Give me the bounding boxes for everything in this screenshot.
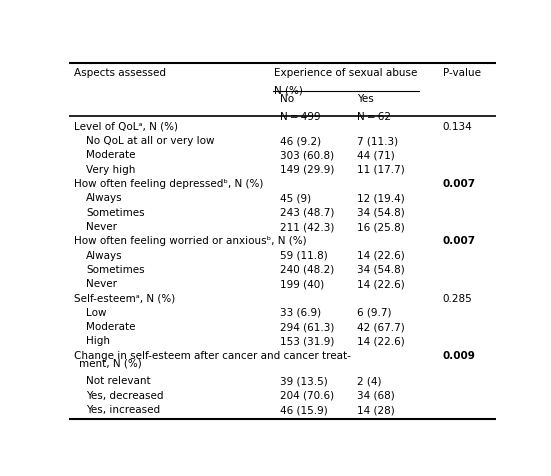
Text: N = 62: N = 62 <box>357 111 391 121</box>
Text: Moderate: Moderate <box>86 321 136 331</box>
Text: 0.007: 0.007 <box>442 236 476 246</box>
Text: Sometimes: Sometimes <box>86 264 144 274</box>
Text: ment, N (%): ment, N (%) <box>79 357 142 367</box>
Text: 39 (13.5): 39 (13.5) <box>280 376 328 386</box>
Text: 199 (40): 199 (40) <box>280 278 325 288</box>
Text: Not relevant: Not relevant <box>86 376 150 386</box>
Text: 211 (42.3): 211 (42.3) <box>280 221 334 231</box>
Text: 0.007: 0.007 <box>442 178 476 188</box>
Text: 14 (22.6): 14 (22.6) <box>357 250 405 260</box>
Text: P-value: P-value <box>442 68 480 78</box>
Text: 149 (29.9): 149 (29.9) <box>280 164 334 174</box>
Text: 42 (67.7): 42 (67.7) <box>357 321 405 331</box>
Text: 34 (68): 34 (68) <box>357 390 395 400</box>
Text: 11 (17.7): 11 (17.7) <box>357 164 405 174</box>
Text: 34 (54.8): 34 (54.8) <box>357 207 405 217</box>
Text: 59 (11.8): 59 (11.8) <box>280 250 328 260</box>
Text: 6 (9.7): 6 (9.7) <box>357 307 392 317</box>
Text: 16 (25.8): 16 (25.8) <box>357 221 405 231</box>
Text: 14 (28): 14 (28) <box>357 404 395 414</box>
Text: 7 (11.3): 7 (11.3) <box>357 136 398 146</box>
Text: 46 (15.9): 46 (15.9) <box>280 404 328 414</box>
Text: Never: Never <box>86 221 117 231</box>
Text: Yes, increased: Yes, increased <box>86 404 160 414</box>
Text: 0.134: 0.134 <box>442 122 472 131</box>
Text: 243 (48.7): 243 (48.7) <box>280 207 334 217</box>
Text: 153 (31.9): 153 (31.9) <box>280 336 334 346</box>
Text: 240 (48.2): 240 (48.2) <box>280 264 334 274</box>
Text: No: No <box>280 94 294 104</box>
Text: Always: Always <box>86 193 122 203</box>
Text: Self-esteemᵃ, N (%): Self-esteemᵃ, N (%) <box>74 293 175 303</box>
Text: 14 (22.6): 14 (22.6) <box>357 336 405 346</box>
Text: Experience of sexual abuse: Experience of sexual abuse <box>274 68 417 78</box>
Text: 303 (60.8): 303 (60.8) <box>280 150 334 160</box>
Text: 45 (9): 45 (9) <box>280 193 311 203</box>
Text: Level of QoLᵃ, N (%): Level of QoLᵃ, N (%) <box>74 122 178 131</box>
Text: Never: Never <box>86 278 117 288</box>
Text: 204 (70.6): 204 (70.6) <box>280 390 334 400</box>
Text: Yes: Yes <box>357 94 374 104</box>
Text: Yes, decreased: Yes, decreased <box>86 390 164 400</box>
Text: 33 (6.9): 33 (6.9) <box>280 307 321 317</box>
Text: Sometimes: Sometimes <box>86 207 144 217</box>
Text: How often feeling worried or anxiousᵇ, N (%): How often feeling worried or anxiousᵇ, N… <box>74 236 306 246</box>
Text: No QoL at all or very low: No QoL at all or very low <box>86 136 214 146</box>
Text: Aspects assessed: Aspects assessed <box>74 68 166 78</box>
Text: 0.009: 0.009 <box>442 350 476 360</box>
Text: Change in self-esteem after cancer and cancer treat-: Change in self-esteem after cancer and c… <box>74 350 351 360</box>
Text: 34 (54.8): 34 (54.8) <box>357 264 405 274</box>
Text: N = 499: N = 499 <box>280 111 321 121</box>
Text: Low: Low <box>86 307 106 317</box>
Text: Moderate: Moderate <box>86 150 136 160</box>
Text: 44 (71): 44 (71) <box>357 150 395 160</box>
Text: 12 (19.4): 12 (19.4) <box>357 193 405 203</box>
Text: 0.285: 0.285 <box>442 293 472 303</box>
Text: 2 (4): 2 (4) <box>357 376 382 386</box>
Text: 294 (61.3): 294 (61.3) <box>280 321 334 331</box>
Text: 14 (22.6): 14 (22.6) <box>357 278 405 288</box>
Text: Very high: Very high <box>86 164 136 174</box>
Text: High: High <box>86 336 110 346</box>
Text: 46 (9.2): 46 (9.2) <box>280 136 321 146</box>
Text: Always: Always <box>86 250 122 260</box>
Text: How often feeling depressedᵇ, N (%): How often feeling depressedᵇ, N (%) <box>74 178 263 188</box>
Text: N (%): N (%) <box>274 86 302 96</box>
